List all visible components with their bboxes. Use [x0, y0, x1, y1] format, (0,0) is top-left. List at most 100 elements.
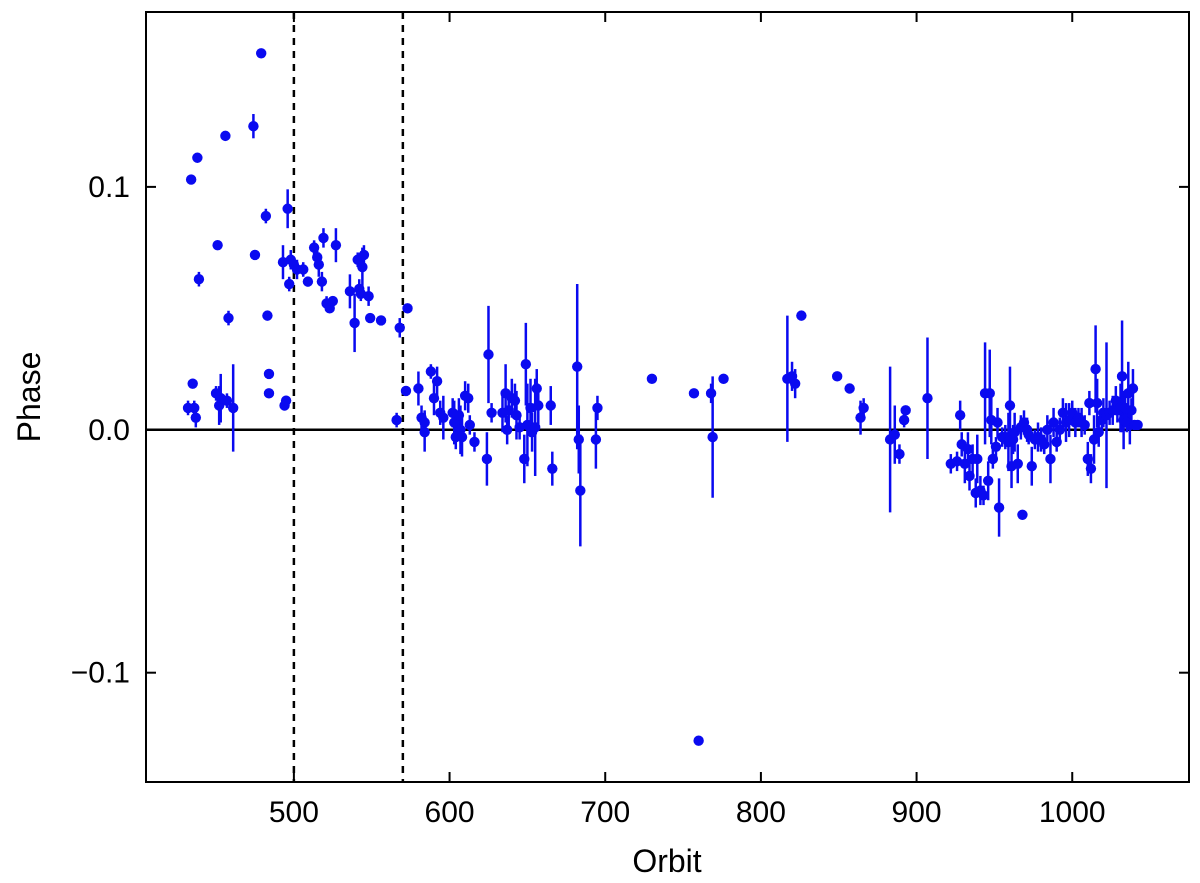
data-point: [592, 402, 603, 414]
data-point: [858, 402, 869, 414]
data-point: [394, 322, 405, 333]
data-point: [590, 434, 602, 445]
data-points: [182, 48, 1143, 746]
data-point: [1048, 417, 1059, 428]
data-point: [363, 290, 374, 302]
y-axis-title: Phase: [11, 352, 47, 443]
data-point: [357, 261, 368, 273]
data-point: [547, 463, 558, 474]
data-point: [227, 402, 239, 414]
data-point: [990, 441, 1002, 452]
data-point: [318, 232, 329, 244]
x-tick-label: 500: [269, 796, 319, 829]
data-point: [889, 429, 900, 440]
data-point: [503, 405, 514, 416]
data-point: [894, 448, 905, 460]
data-point: [260, 210, 272, 222]
data-point: [1085, 463, 1097, 474]
data-point: [519, 453, 530, 465]
data-point: [796, 310, 807, 321]
data-point: [221, 395, 233, 406]
data-point: [249, 249, 261, 261]
data-point: [987, 453, 999, 465]
axis-ticks: 500 600 700 800 900 1000 −0.1 0.0 0.1: [71, 12, 1189, 829]
data-point: [1126, 405, 1137, 416]
data-point: [263, 388, 275, 399]
data-point: [1017, 509, 1028, 521]
plot-area: [145, 11, 1190, 783]
data-point: [982, 475, 994, 487]
data-point: [486, 407, 497, 418]
data-point: [469, 436, 480, 448]
data-point: [1004, 400, 1016, 411]
x-tick-label: 700: [580, 796, 630, 829]
data-point: [453, 410, 465, 421]
plot-frame: [145, 11, 1190, 783]
data-point: [1116, 371, 1128, 382]
data-point: [308, 242, 320, 253]
data-point: [464, 419, 475, 431]
y-tick-label: 0.0: [88, 414, 130, 447]
error-bars: [186, 50, 1139, 744]
data-point: [646, 373, 658, 384]
data-point: [572, 361, 583, 372]
data-point: [481, 453, 493, 465]
data-point: [1012, 458, 1023, 469]
x-tick-label: 800: [736, 796, 786, 829]
data-point: [575, 485, 586, 496]
data-point: [1091, 397, 1103, 409]
data-point: [400, 385, 412, 397]
data-point: [223, 312, 234, 324]
data-point: [718, 373, 729, 384]
data-point: [688, 388, 700, 399]
data-point: [284, 278, 295, 290]
x-tick-label: 1000: [1039, 796, 1106, 829]
data-point: [545, 400, 556, 411]
y-tick-label: 0.1: [88, 171, 130, 204]
data-point: [922, 393, 933, 404]
x-tick-label: 600: [425, 796, 475, 829]
data-point: [962, 444, 974, 455]
data-point: [220, 130, 231, 142]
data-point: [248, 120, 259, 132]
data-point: [428, 393, 440, 404]
data-point: [193, 273, 205, 285]
data-point: [1039, 439, 1050, 450]
data-point: [1093, 427, 1104, 438]
reference-lines: [146, 12, 1189, 782]
data-point: [1127, 383, 1139, 394]
data-point: [954, 410, 966, 421]
data-point: [187, 378, 198, 389]
data-point: [456, 431, 468, 443]
data-point: [511, 410, 522, 421]
data-point: [1042, 424, 1053, 435]
data-point: [844, 383, 855, 394]
data-point: [1084, 397, 1095, 409]
data-point: [375, 315, 387, 326]
data-point: [789, 378, 801, 389]
data-point: [419, 427, 430, 438]
data-point: [573, 434, 584, 445]
data-point: [358, 249, 370, 261]
data-point: [992, 417, 1003, 428]
data-point: [391, 414, 402, 426]
data-point: [705, 388, 717, 399]
data-point: [280, 395, 292, 406]
data-point: [402, 303, 413, 314]
data-point: [1132, 419, 1143, 431]
data-point: [413, 383, 424, 394]
x-axis-title: Orbit: [632, 843, 701, 879]
data-point: [419, 417, 430, 428]
data-point: [993, 502, 1005, 513]
data-point: [1045, 453, 1056, 465]
data-point: [1079, 419, 1090, 431]
data-point: [282, 203, 293, 214]
data-point: [964, 470, 975, 482]
data-point: [707, 431, 718, 443]
data-point: [463, 393, 474, 404]
data-point: [898, 414, 910, 426]
data-point: [344, 286, 356, 297]
y-tick-label: −0.1: [71, 657, 130, 690]
data-point: [316, 276, 328, 287]
